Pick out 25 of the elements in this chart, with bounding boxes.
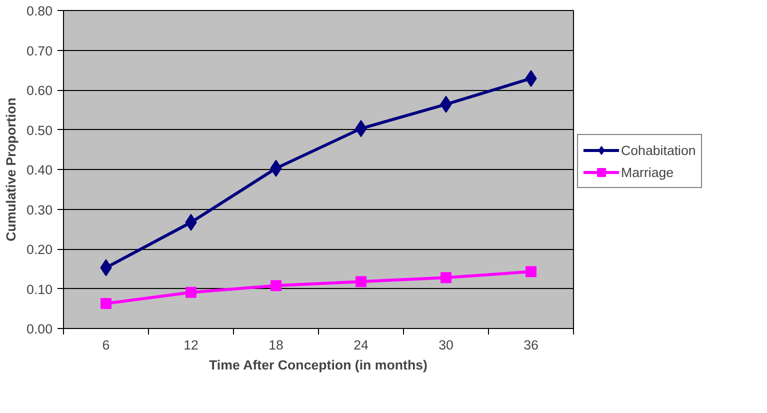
y-tick-label: 0.30 (26, 202, 53, 218)
legend-label: Cohabitation (621, 142, 696, 158)
point (440, 272, 452, 284)
y-tick-label: 0.60 (26, 83, 53, 98)
y-tick-label: 0.80 (26, 4, 53, 18)
x-tick-label: 18 (268, 338, 284, 352)
y-tick-label: 0.40 (26, 162, 53, 178)
legend-label: Marriage (621, 164, 674, 180)
point (100, 298, 112, 309)
x-axis-title: Time After Conception (in months) (209, 358, 428, 372)
x-tick-label: 12 (184, 338, 198, 352)
y-tick-label: 0.00 (26, 322, 53, 336)
y-tick-label: 0.50 (26, 122, 53, 138)
x-tick-label: 6 (102, 338, 110, 352)
y-tick-label: 0.20 (26, 242, 53, 257)
y-tick-label: 0.10 (26, 282, 53, 297)
x-tick-label: 36 (524, 338, 538, 352)
x-tick-label: 24 (354, 338, 369, 352)
y-tick-label: 0.70 (26, 43, 53, 58)
y-axis-title: Cumulative Proportion (4, 98, 19, 242)
point (270, 280, 282, 292)
point (526, 266, 536, 278)
point (356, 276, 366, 288)
x-tick-label: 30 (438, 338, 454, 352)
point (186, 286, 196, 298)
